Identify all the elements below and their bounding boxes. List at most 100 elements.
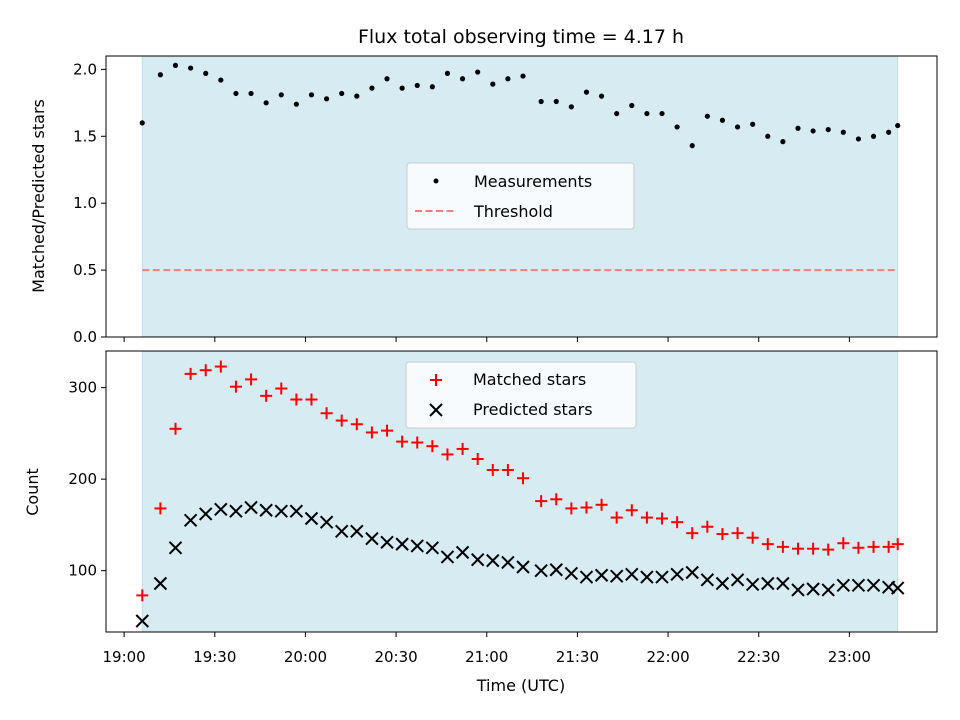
marker-stroke — [625, 567, 639, 582]
marker-stroke — [640, 570, 654, 584]
measurement-point — [810, 128, 816, 134]
marker-stroke — [199, 507, 213, 521]
predicted-star-marker — [440, 550, 455, 564]
matched-star-marker — [882, 540, 895, 553]
marker-stroke — [365, 531, 379, 546]
measurement-point — [895, 122, 901, 129]
top-legend: Measurements Threshold — [406, 162, 635, 230]
marker-stroke — [655, 570, 669, 584]
predicted-star-marker — [153, 576, 168, 591]
matched-star-marker — [320, 407, 333, 420]
matched-star-marker — [169, 422, 182, 435]
measurement-point — [233, 90, 239, 97]
matched-star-marker — [290, 393, 303, 406]
y-tick-label: 1.0 — [73, 194, 97, 212]
marker-stroke — [791, 583, 805, 597]
measurement-point — [293, 101, 299, 107]
measurement-point — [886, 129, 892, 135]
matched-star-marker — [456, 442, 469, 455]
measurement-point — [855, 136, 862, 142]
x-tick-label: 23:00 — [828, 648, 871, 666]
predicted-star-marker — [534, 563, 548, 578]
matched-star-marker — [550, 493, 563, 506]
marker-stroke — [501, 555, 515, 570]
matched-star-marker — [807, 542, 820, 555]
matched-star-marker — [184, 367, 197, 380]
matched-star-marker — [535, 495, 548, 508]
predicted-star-marker — [425, 541, 440, 555]
predicted-star-marker — [776, 576, 790, 591]
matched-star-marker — [580, 501, 593, 514]
y-tick-label: 300 — [68, 379, 97, 397]
marker-stroke — [470, 552, 485, 567]
predicted-star-marker — [244, 500, 258, 515]
measurement-point — [429, 84, 435, 90]
marker-stroke — [700, 573, 715, 587]
matched-star-marker — [822, 543, 835, 556]
predicted-star-marker — [579, 570, 594, 584]
matched-star-marker — [565, 502, 578, 515]
matched-star-marker — [731, 527, 744, 540]
matched-star-marker — [776, 540, 789, 553]
marker-stroke — [319, 515, 334, 529]
x-tick-label: 20:30 — [374, 648, 417, 666]
matched-star-marker — [761, 538, 774, 551]
predicted-star-marker — [761, 576, 775, 591]
predicted-star-marker — [609, 569, 624, 583]
predicted-star-marker — [289, 504, 304, 518]
measurement-point — [490, 81, 496, 87]
marker-stroke — [579, 570, 594, 584]
predicted-star-marker — [470, 552, 485, 567]
top-x-ticks — [123, 337, 850, 342]
x-axis-label: Time (UTC) — [476, 676, 565, 695]
predicted-star-marker — [319, 515, 334, 529]
predicted-star-marker — [655, 570, 669, 584]
marker-stroke — [183, 513, 198, 528]
marker-stroke — [776, 576, 790, 591]
matched-star-marker — [701, 520, 714, 533]
measurement-points — [139, 62, 901, 149]
matched-star-marker — [305, 393, 318, 406]
predicted-star-marker — [259, 503, 273, 517]
matched-star-marker — [595, 498, 608, 511]
legend-x-marker — [429, 403, 443, 417]
y-tick-label: 2.0 — [73, 60, 97, 78]
predicted-star-marker — [214, 502, 228, 517]
predicted-star-marker — [640, 570, 654, 584]
measurement-point — [399, 85, 405, 91]
measurement-point — [614, 110, 620, 117]
predicted-star-marker — [549, 563, 563, 577]
marker-stroke — [440, 550, 455, 564]
matched-star-marker — [396, 435, 409, 448]
predicted-star-marker — [229, 504, 243, 518]
matched-star-marker — [501, 463, 514, 476]
marker-stroke — [516, 560, 530, 574]
matched-star-marker — [136, 589, 149, 602]
measurement-point — [308, 92, 315, 98]
marker-stroke — [244, 500, 258, 515]
bottom-legend: Matched stars Predicted stars — [405, 361, 637, 429]
bottom-x-ticks: 19:00 19:30 20:00 20:30 21:00 21:30 22:00 22:30… — [103, 632, 871, 666]
marker-stroke — [806, 582, 820, 596]
predicted-star-marker — [791, 583, 805, 597]
measurement-point — [870, 133, 877, 139]
marker-stroke — [153, 576, 168, 591]
legend-label-measurements: Measurements — [474, 172, 592, 191]
matched-star-marker — [837, 537, 850, 550]
predicted-star-marker — [625, 567, 639, 582]
marker-stroke — [609, 569, 624, 583]
measurement-point — [278, 92, 284, 98]
y-tick-label: 0.0 — [73, 328, 97, 346]
predicted-star-marker — [685, 565, 699, 580]
marker-stroke — [425, 541, 440, 555]
measurement-point — [384, 76, 390, 82]
measurement-point — [583, 89, 590, 95]
predicted-star-marker — [730, 573, 745, 587]
predicted-star-marker — [455, 545, 470, 560]
matched-star-marker — [686, 527, 699, 540]
predicted-star-marker — [516, 560, 530, 574]
y-tick-label: 1.5 — [73, 127, 97, 145]
matched-star-marker — [486, 463, 499, 476]
measurement-point — [139, 120, 145, 126]
